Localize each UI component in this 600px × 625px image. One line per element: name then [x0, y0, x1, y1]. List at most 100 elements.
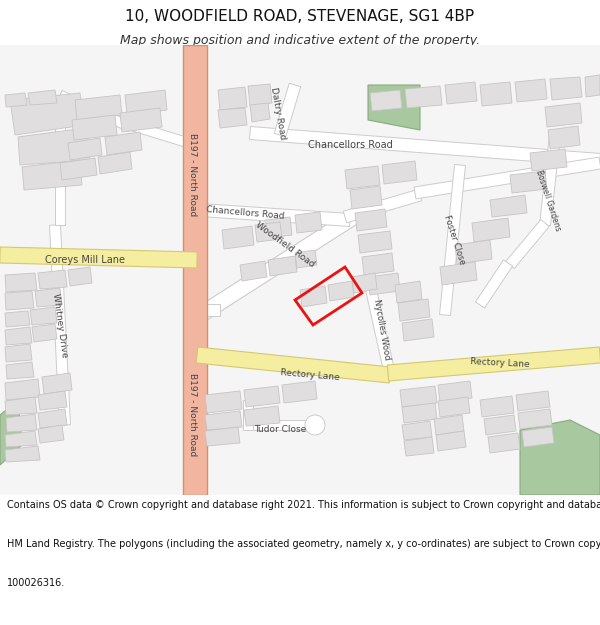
Polygon shape	[0, 45, 600, 495]
Polygon shape	[120, 108, 162, 132]
Polygon shape	[414, 157, 600, 199]
Text: Foster Close: Foster Close	[442, 214, 466, 266]
Polygon shape	[218, 108, 247, 128]
Polygon shape	[268, 256, 297, 276]
Polygon shape	[218, 87, 247, 110]
Polygon shape	[404, 437, 434, 456]
Text: Woodfield Road: Woodfield Road	[254, 221, 316, 269]
Polygon shape	[125, 90, 167, 115]
Polygon shape	[345, 166, 380, 189]
Polygon shape	[68, 267, 92, 286]
Polygon shape	[250, 103, 270, 122]
Polygon shape	[436, 431, 466, 451]
Polygon shape	[368, 85, 420, 130]
Polygon shape	[245, 420, 320, 430]
Polygon shape	[490, 195, 527, 217]
Polygon shape	[274, 83, 301, 137]
Polygon shape	[60, 158, 97, 180]
Polygon shape	[255, 222, 282, 242]
Text: Coreys Mill Lane: Coreys Mill Lane	[45, 255, 125, 265]
Polygon shape	[250, 126, 600, 166]
Polygon shape	[5, 291, 34, 310]
Polygon shape	[488, 433, 520, 453]
Polygon shape	[128, 120, 196, 150]
Polygon shape	[516, 391, 550, 411]
Polygon shape	[38, 409, 67, 428]
Polygon shape	[10, 93, 85, 135]
Polygon shape	[5, 93, 27, 107]
Polygon shape	[248, 84, 272, 106]
Polygon shape	[434, 415, 464, 435]
Polygon shape	[18, 128, 90, 165]
Polygon shape	[484, 415, 516, 435]
Polygon shape	[72, 115, 117, 140]
Polygon shape	[530, 149, 567, 171]
Polygon shape	[402, 403, 437, 423]
Polygon shape	[480, 396, 514, 417]
Polygon shape	[362, 253, 394, 275]
Polygon shape	[328, 281, 354, 301]
Polygon shape	[400, 386, 437, 407]
Polygon shape	[196, 347, 391, 383]
Polygon shape	[343, 189, 422, 222]
Polygon shape	[438, 381, 472, 402]
Polygon shape	[365, 284, 395, 376]
Polygon shape	[244, 406, 280, 426]
Polygon shape	[0, 247, 197, 268]
Text: Rectory Lane: Rectory Lane	[470, 357, 530, 369]
Polygon shape	[5, 379, 40, 400]
Polygon shape	[50, 225, 70, 425]
Polygon shape	[300, 286, 327, 307]
Polygon shape	[515, 79, 547, 102]
Polygon shape	[455, 240, 492, 264]
Polygon shape	[6, 362, 34, 379]
Polygon shape	[539, 134, 560, 226]
Polygon shape	[240, 261, 267, 281]
Polygon shape	[75, 95, 122, 120]
Polygon shape	[5, 327, 32, 345]
Text: Nycolles Wood: Nycolles Wood	[372, 299, 392, 361]
Polygon shape	[350, 186, 382, 209]
Text: Chancellors Road: Chancellors Road	[206, 205, 284, 221]
Polygon shape	[28, 90, 57, 105]
Polygon shape	[205, 427, 240, 446]
Polygon shape	[438, 397, 470, 417]
Polygon shape	[98, 152, 132, 174]
Polygon shape	[295, 212, 322, 233]
Polygon shape	[0, 400, 22, 465]
Polygon shape	[282, 381, 317, 403]
Polygon shape	[5, 446, 40, 462]
Text: 10, WOODFIELD ROAD, STEVENAGE, SG1 4BP: 10, WOODFIELD ROAD, STEVENAGE, SG1 4BP	[125, 9, 475, 24]
Polygon shape	[205, 411, 242, 430]
Text: HM Land Registry. The polygons (including the associated geometry, namely x, y c: HM Land Registry. The polygons (includin…	[7, 539, 600, 549]
Polygon shape	[518, 409, 552, 429]
Polygon shape	[368, 273, 400, 295]
Polygon shape	[388, 347, 600, 381]
Text: Whitney Drive: Whitney Drive	[51, 292, 69, 357]
Polygon shape	[520, 420, 600, 495]
Polygon shape	[548, 126, 580, 149]
Polygon shape	[585, 75, 600, 97]
Polygon shape	[196, 193, 385, 322]
Polygon shape	[183, 45, 207, 495]
Polygon shape	[398, 299, 430, 321]
Polygon shape	[472, 218, 510, 242]
Polygon shape	[402, 319, 434, 341]
Polygon shape	[5, 311, 30, 327]
Text: Contains OS data © Crown copyright and database right 2021. This information is : Contains OS data © Crown copyright and d…	[7, 500, 600, 510]
Text: Daltry Road: Daltry Road	[269, 86, 287, 140]
Polygon shape	[440, 164, 466, 316]
Polygon shape	[295, 250, 317, 268]
Text: Tudor Close: Tudor Close	[254, 426, 306, 434]
Polygon shape	[402, 421, 432, 440]
Polygon shape	[42, 373, 72, 394]
Polygon shape	[445, 82, 477, 104]
Polygon shape	[522, 427, 554, 447]
Polygon shape	[5, 344, 32, 362]
Polygon shape	[352, 273, 377, 293]
Polygon shape	[550, 77, 582, 100]
Polygon shape	[197, 304, 220, 316]
Polygon shape	[244, 386, 280, 407]
Polygon shape	[370, 90, 402, 111]
Polygon shape	[510, 171, 547, 193]
